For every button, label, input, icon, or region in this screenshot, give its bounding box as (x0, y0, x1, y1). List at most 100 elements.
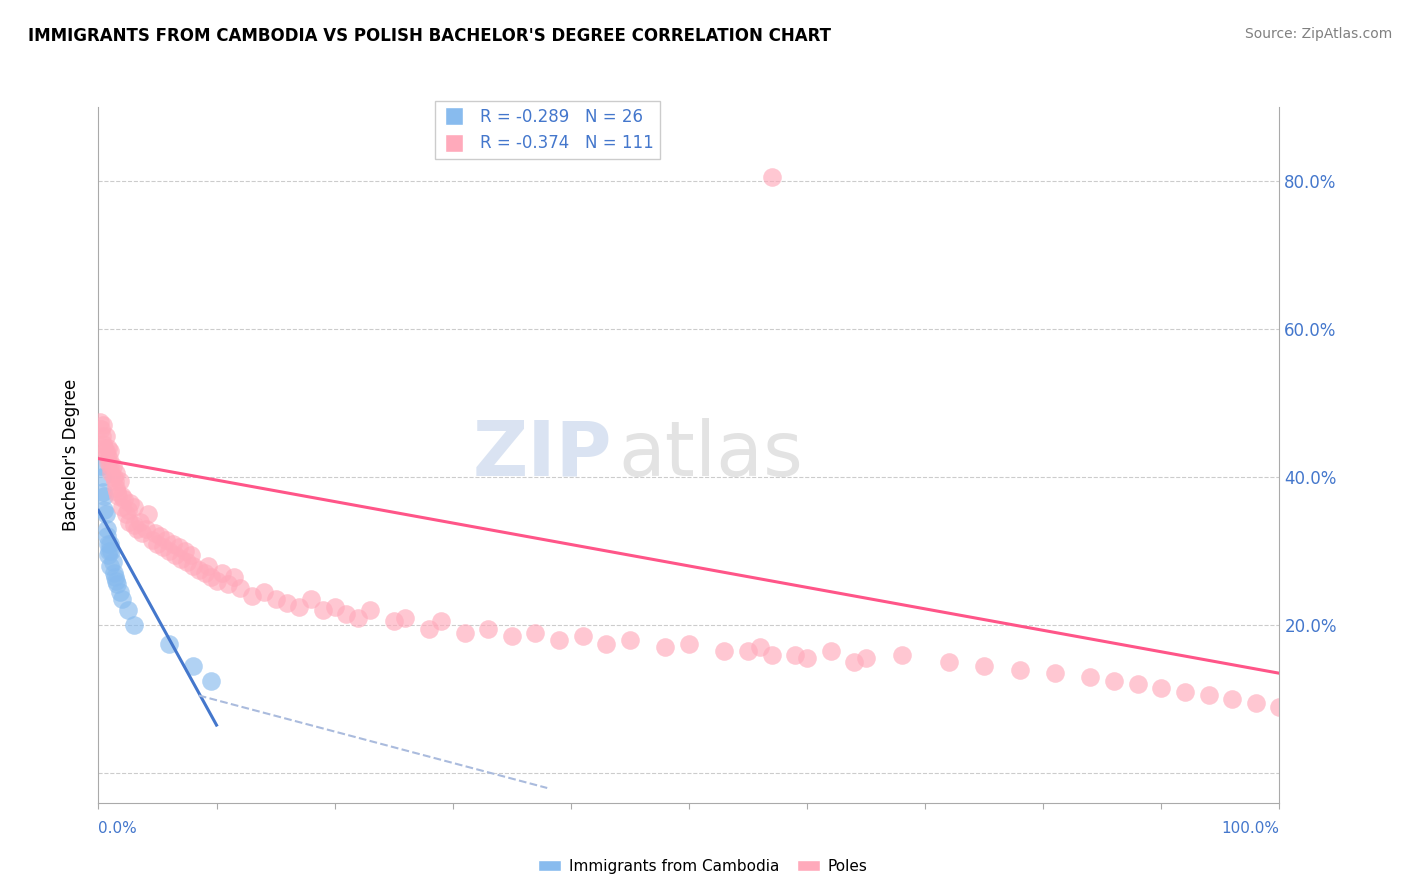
Point (180, 548, 202, 562)
Point (143, 525, 166, 540)
Point (855, 651, 877, 665)
Point (98, 558, 121, 573)
Point (548, 632, 571, 647)
Point (101, 458, 124, 473)
Point (100, 467, 122, 481)
Point (211, 566, 233, 581)
Point (136, 507, 159, 521)
Point (181, 558, 204, 573)
Point (524, 625, 547, 640)
Point (253, 585, 276, 599)
Point (149, 529, 172, 543)
Point (107, 489, 129, 503)
Point (571, 629, 593, 643)
Point (108, 474, 131, 488)
Point (120, 496, 142, 510)
Point (96, 529, 118, 543)
Point (200, 673, 222, 688)
Point (973, 658, 995, 673)
Point (844, 655, 866, 669)
Point (91, 437, 114, 451)
Point (654, 640, 676, 655)
Point (1220, 692, 1243, 706)
Point (98, 544, 121, 558)
Point (187, 563, 209, 577)
Point (477, 622, 499, 636)
Point (785, 648, 807, 662)
Point (938, 655, 960, 669)
Point (111, 592, 134, 607)
Point (97, 537, 120, 551)
Point (117, 603, 139, 617)
Point (96, 448, 118, 462)
Text: Source: ZipAtlas.com: Source: ZipAtlas.com (1244, 27, 1392, 41)
Point (111, 500, 134, 514)
Point (347, 611, 370, 625)
Point (94, 444, 117, 458)
Point (122, 518, 145, 533)
Point (152, 541, 174, 555)
Point (276, 596, 298, 610)
Point (103, 566, 125, 581)
Point (1102, 673, 1125, 688)
Point (162, 537, 184, 551)
Point (167, 541, 190, 555)
Text: 0.0%: 0.0% (98, 822, 138, 837)
Point (155, 533, 177, 547)
Point (205, 574, 228, 588)
Point (229, 581, 252, 595)
Point (122, 618, 145, 632)
Point (146, 537, 169, 551)
Point (1198, 689, 1220, 703)
Point (131, 525, 153, 540)
Point (678, 637, 700, 651)
Point (91, 470, 114, 484)
Point (90, 458, 112, 473)
Point (105, 484, 128, 499)
Point (105, 574, 128, 588)
Point (94, 507, 117, 521)
Point (98, 458, 121, 473)
Point (93, 489, 115, 503)
Point (96, 522, 118, 536)
Point (430, 615, 453, 629)
Point (141, 533, 163, 547)
Point (105, 481, 128, 495)
Point (1126, 677, 1149, 691)
Point (170, 551, 193, 566)
Point (173, 544, 195, 558)
Legend: Immigrants from Cambodia, Poles: Immigrants from Cambodia, Poles (531, 853, 875, 880)
Point (104, 474, 127, 488)
Point (105, 577, 128, 591)
Point (761, 170, 783, 185)
Point (323, 599, 346, 614)
Point (240, 589, 263, 603)
Point (288, 599, 311, 614)
Point (761, 648, 783, 662)
Point (103, 470, 125, 484)
Point (1268, 699, 1291, 714)
Point (200, 570, 222, 584)
Point (194, 566, 217, 581)
Point (1244, 696, 1267, 710)
Point (176, 555, 198, 569)
Point (104, 570, 127, 584)
Point (112, 492, 135, 507)
Point (1150, 681, 1173, 695)
Point (105, 467, 128, 481)
Point (89, 415, 111, 429)
Point (820, 644, 842, 658)
Point (1174, 685, 1197, 699)
Point (97, 455, 120, 469)
Point (127, 522, 149, 536)
Point (97, 548, 120, 562)
Point (299, 592, 322, 607)
Text: atlas: atlas (619, 418, 803, 491)
Point (312, 603, 335, 617)
Point (93, 441, 115, 455)
Point (595, 637, 617, 651)
Point (94, 429, 117, 443)
Point (128, 515, 150, 529)
Point (890, 648, 912, 662)
Point (1043, 666, 1066, 681)
